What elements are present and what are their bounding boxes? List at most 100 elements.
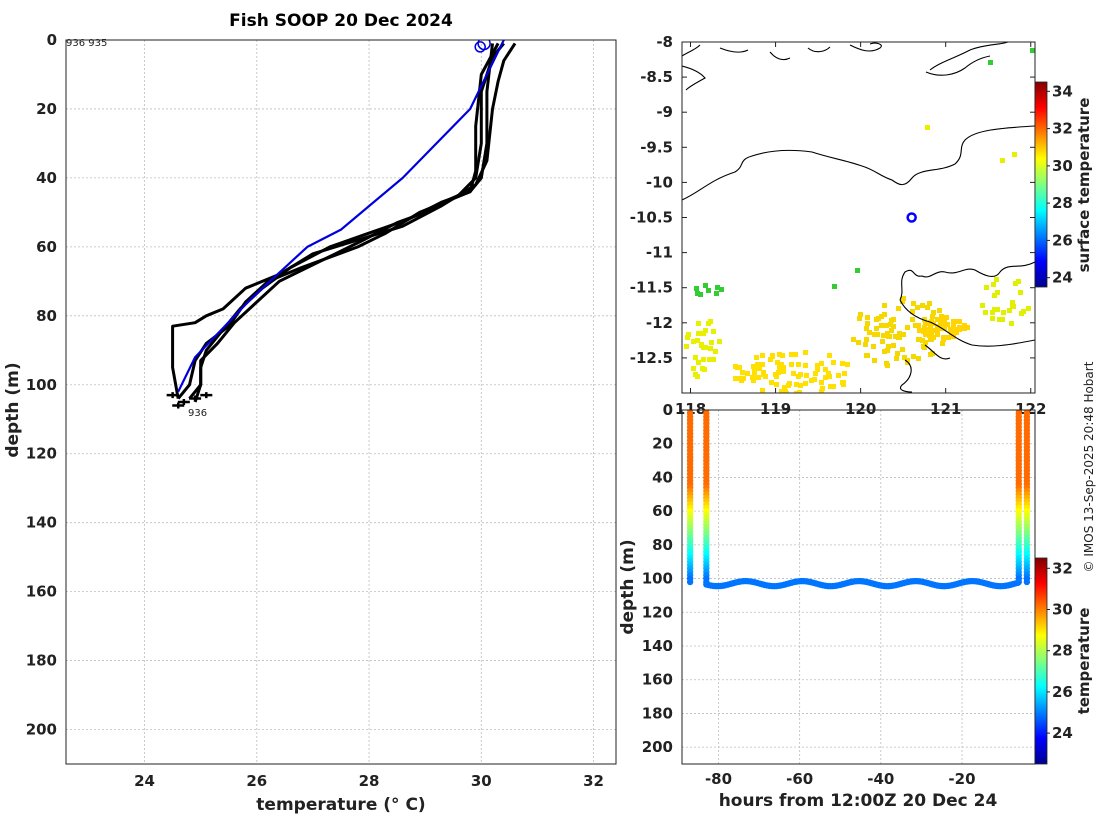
map-ytick-label: -11 [646, 244, 673, 262]
profile-ytick-label: 140 [26, 514, 57, 532]
map-sst-pixel [782, 385, 787, 390]
profile-end-label: 936 [188, 408, 207, 419]
map-sst-pixel [1018, 290, 1023, 295]
map-sst-pixel [886, 344, 891, 349]
section-colorbar-tick-label: 28 [1052, 642, 1073, 660]
map-sst-pixel [865, 353, 870, 358]
profile-xlabel: temperature (° C) [256, 795, 425, 815]
map-sst-pixel [775, 360, 780, 365]
map-sst-pixel [994, 277, 999, 282]
section-ytick-label: 80 [652, 536, 673, 554]
map-colorbar [1034, 81, 1048, 288]
section-ylabel: depth (m) [618, 539, 638, 634]
section-grid [682, 409, 1035, 764]
map-sst-pixel [885, 363, 890, 368]
map-sst-pixel [769, 380, 774, 385]
map-sst-pixel [703, 283, 708, 288]
float-position-marker [906, 212, 917, 223]
map-sst-pixel [876, 316, 881, 321]
map-sst-pixel [717, 339, 722, 344]
map-xtick-label: 121 [930, 400, 961, 418]
map-sst-pixel [946, 335, 951, 340]
map-sst-pixel [786, 383, 791, 388]
map-sst-pixel [925, 125, 930, 130]
map-sst-pixel [935, 324, 940, 329]
map-sst-pixel [891, 324, 896, 329]
map-sst-pixel [711, 357, 716, 362]
map-sst-pixel [900, 299, 905, 304]
profile-ytick-label: 160 [26, 583, 57, 601]
map-sst-pixel [693, 372, 698, 377]
map-sst-pixel [781, 369, 786, 374]
map-sst-pixel [803, 363, 808, 368]
map-sst-pixel [889, 328, 894, 333]
map-colorbar-tick-label: 30 [1052, 157, 1073, 175]
map-sst-pixel [831, 360, 836, 365]
map-sst-pixel [905, 358, 910, 363]
map-colorbar-tick-label: 34 [1052, 82, 1073, 100]
map-sst-pixel [884, 323, 889, 328]
map-sst-pixel [760, 362, 765, 367]
map-sst-pixel [997, 317, 1002, 322]
map-sst-pixel [927, 301, 932, 306]
map-sst-pixel [921, 344, 926, 349]
section-point [1014, 579, 1022, 586]
map-sst-pixel [911, 354, 916, 359]
map-sst-pixel [798, 372, 803, 377]
map-sst-pixel [900, 347, 905, 352]
map-sst-pixel [871, 344, 876, 349]
map-sst-pixel [957, 319, 962, 324]
map-sst-pixel [754, 355, 759, 360]
map-sst-pixel [685, 335, 690, 340]
map-background [682, 42, 1035, 393]
map-sst-pixel [874, 326, 879, 331]
map-axes: -8 -8.5 -9 -9.5 -10 -10.5 -11 -11.5 -12 -12.5 118 1… [630, 33, 1093, 418]
map-sst-pixel [897, 331, 902, 336]
map-sst-pixel [701, 357, 706, 362]
map-sst-pixel [894, 356, 899, 361]
map-sst-pixel [942, 326, 947, 331]
map-sst-pixel [779, 362, 784, 367]
map-colorbar-tick-label: 26 [1052, 231, 1073, 249]
map-sst-pixel [768, 357, 773, 362]
map-sst-pixel [944, 322, 949, 327]
section-points [686, 410, 1031, 590]
map-sst-pixel [925, 305, 930, 310]
map-sst-pixel [797, 390, 802, 393]
profile-axes: 24 26 28 30 32 0 20 40 60 80 100 120 140 160 180 200 93… [3, 31, 617, 815]
section-colorbar-tick-label: 24 [1052, 724, 1073, 742]
map-sst-pixel [990, 310, 995, 315]
map-ytick-label: -11.5 [630, 279, 673, 297]
section-colorbar-ticks: 24 26 28 30 32 [1047, 559, 1073, 742]
section-point [686, 578, 694, 586]
section-ytick-label: 100 [642, 570, 673, 588]
section-ytick-label: 140 [642, 637, 673, 655]
map-sst-pixel [856, 340, 861, 345]
map-sst-pixel [774, 382, 779, 387]
profile-xtick-label: 28 [359, 772, 380, 790]
map-sst-pixel [962, 323, 967, 328]
map-sst-pixel [793, 352, 798, 357]
map-ytick-label: -12 [646, 314, 673, 332]
map-sst-pixel [1010, 304, 1015, 309]
map-sst-pixel [774, 374, 779, 379]
map-sst-pixel [760, 388, 765, 393]
map-sst-pixel [858, 312, 863, 317]
map-sst-pixel [929, 333, 934, 338]
profile-end-marker [166, 392, 179, 399]
coastline-australia [899, 261, 1035, 393]
map-sst-pixel [752, 367, 757, 372]
map-sst-pixel [693, 355, 698, 360]
map-sst-pixel [1013, 281, 1018, 286]
map-sst-pixel [707, 357, 712, 362]
map-sst-pixel [1000, 317, 1005, 322]
map-sst-pixel [917, 328, 922, 333]
profile-ylabel: depth (m) [3, 362, 23, 457]
map-sst-pixel [756, 375, 761, 380]
map-sst-pixel [923, 321, 928, 326]
series-line-profile-4 [171, 42, 517, 399]
map-sst-pixel [928, 352, 933, 357]
map-sst-pixel [736, 376, 741, 381]
map-sst-pixel [867, 330, 872, 335]
map-sst-pixel [882, 312, 887, 317]
